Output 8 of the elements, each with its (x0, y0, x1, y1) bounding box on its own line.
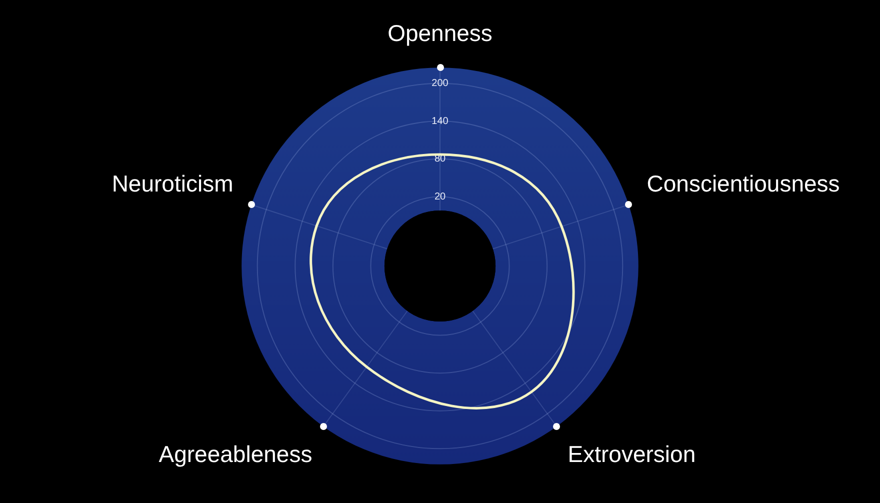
y-tick-label: 140 (432, 116, 449, 127)
y-tick-label: 200 (432, 78, 449, 90)
spoke-label: Neuroticism (112, 170, 234, 196)
spoke-label: Conscientiousness (646, 170, 840, 196)
spoke-label: Openness (388, 20, 492, 46)
spoke-label: Extroversion (568, 441, 696, 468)
spoke-label: Agreeableness (158, 441, 312, 468)
y-tick-label: 20 (434, 191, 446, 202)
